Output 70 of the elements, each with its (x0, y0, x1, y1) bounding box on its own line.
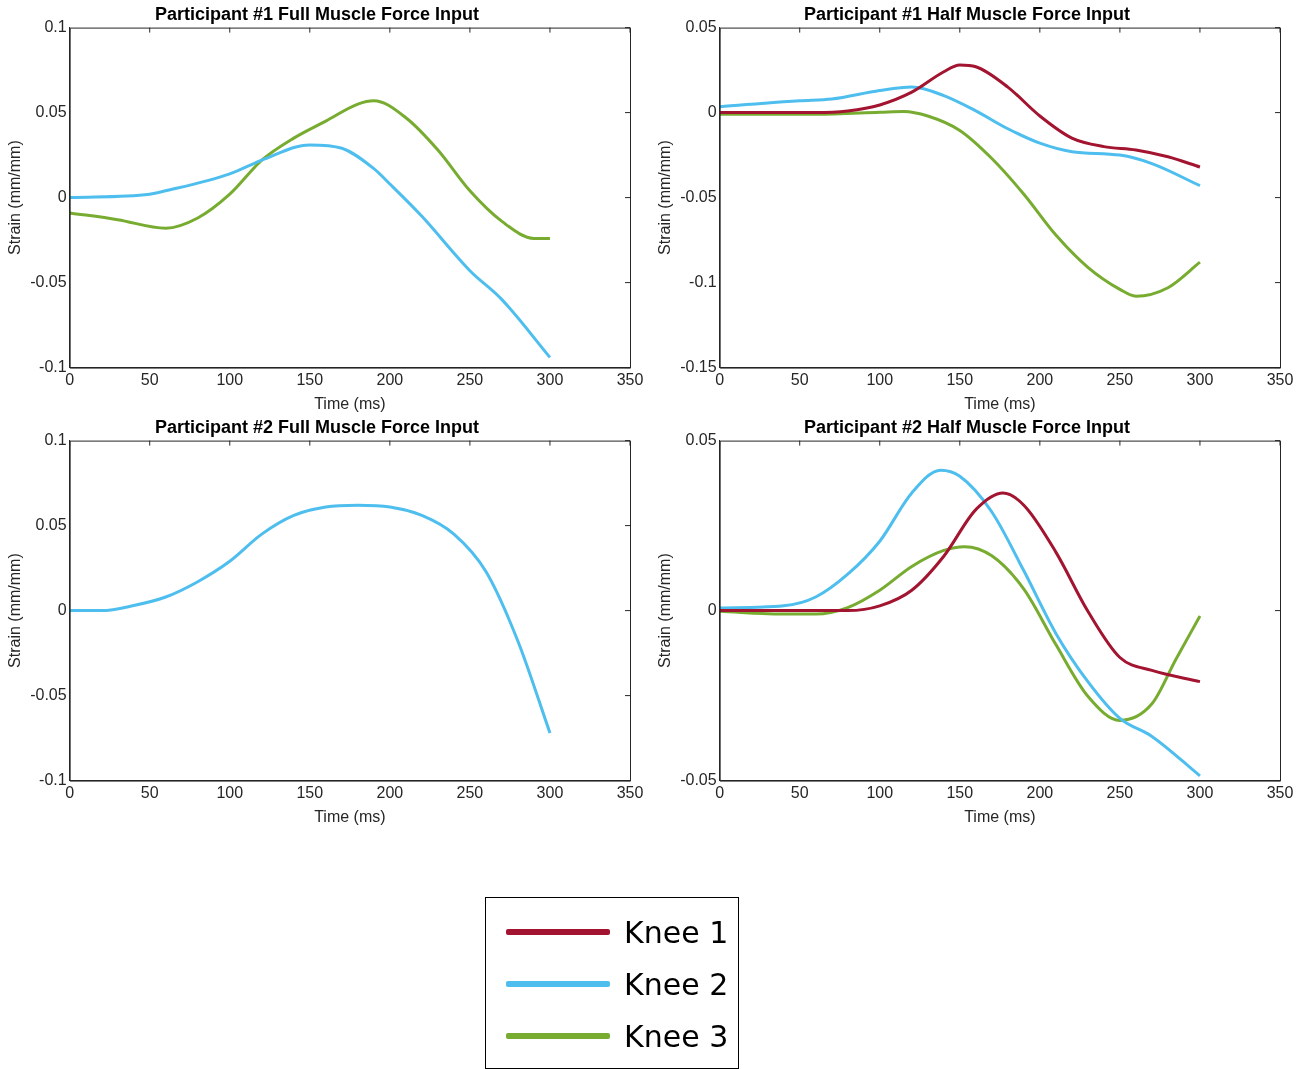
line-series (69, 503, 552, 735)
y-tick-label: -0.1 (689, 273, 717, 291)
line-series (719, 85, 1202, 188)
x-tick-label: 50 (140, 783, 159, 801)
y-tick-label: 0 (707, 601, 717, 619)
line-series (719, 63, 1202, 169)
x-tick-label: 100 (216, 370, 244, 388)
x-tick-label: 50 (790, 370, 809, 388)
chart-title: Participant #2 Full Muscle Force Input (154, 416, 480, 437)
y-tick-label: 0.05 (35, 103, 67, 121)
line-series (719, 491, 1202, 684)
x-tick-label: 250 (1106, 370, 1134, 388)
y-tick-label: 0.05 (35, 516, 67, 534)
x-tick-label: 200 (376, 783, 404, 801)
y-axis-title: Strain (mm/mm) (6, 553, 24, 668)
line-series (69, 99, 552, 240)
x-tick-label: 150 (296, 783, 324, 801)
y-tick-label: 0.1 (44, 431, 67, 449)
x-tick-label: 150 (946, 370, 974, 388)
x-tick-label: 200 (376, 370, 404, 388)
x-axis-title: Time (ms) (314, 394, 386, 412)
y-tick-label: 0 (57, 601, 67, 619)
y-tick-label: -0.05 (680, 771, 717, 789)
x-tick-label: 350 (616, 370, 644, 388)
chart-title: Participant #1 Full Muscle Force Input (154, 3, 480, 24)
y-tick-label: 0.05 (685, 431, 717, 449)
x-tick-label: 100 (866, 370, 894, 388)
x-tick-label: 50 (790, 783, 809, 801)
y-tick-label: -0.1 (39, 771, 67, 789)
y-tick-label: 0 (57, 188, 67, 206)
x-tick-label: 300 (1186, 370, 1214, 388)
x-axis-title: Time (ms) (314, 807, 386, 825)
y-axis-title: Strain (mm/mm) (656, 140, 674, 255)
chart-title: Participant #2 Half Muscle Force Input (803, 416, 1131, 437)
x-tick-label: 250 (1106, 783, 1134, 801)
x-tick-label: 300 (536, 370, 564, 388)
x-tick-label: 200 (1026, 783, 1054, 801)
legend-label: Knee 3 (624, 1018, 729, 1054)
x-tick-label: 350 (616, 783, 644, 801)
x-tick-label: 50 (140, 370, 159, 388)
x-tick-label: 100 (216, 783, 244, 801)
y-tick-label: 0 (707, 103, 717, 121)
x-tick-label: 350 (1266, 370, 1294, 388)
chart-title: Participant #1 Half Muscle Force Input (803, 3, 1131, 24)
y-axis-title: Strain (mm/mm) (656, 553, 674, 668)
y-tick-label: -0.05 (30, 273, 67, 291)
y-tick-label: 0.05 (685, 18, 717, 36)
line-series (719, 545, 1202, 722)
x-tick-label: 350 (1266, 783, 1294, 801)
x-tick-label: 150 (296, 370, 324, 388)
y-tick-label: -0.15 (680, 358, 717, 376)
x-tick-label: 100 (866, 783, 894, 801)
y-tick-label: -0.05 (680, 188, 717, 206)
x-tick-label: 250 (456, 370, 484, 388)
x-tick-label: 250 (456, 783, 484, 801)
y-tick-label: 0.1 (44, 18, 67, 36)
x-tick-label: 300 (536, 783, 564, 801)
legend-label: Knee 1 (624, 914, 729, 950)
line-series (69, 143, 552, 359)
legend-label: Knee 2 (624, 966, 729, 1002)
x-axis-title: Time (ms) (964, 807, 1036, 825)
x-tick-label: 150 (946, 783, 974, 801)
x-tick-label: 200 (1026, 370, 1054, 388)
x-tick-label: 300 (1186, 783, 1214, 801)
line-series (719, 109, 1202, 298)
x-axis-title: Time (ms) (964, 394, 1036, 412)
y-tick-label: -0.05 (30, 686, 67, 704)
y-axis-title: Strain (mm/mm) (6, 140, 24, 255)
line-series (719, 468, 1202, 778)
y-tick-label: -0.1 (39, 358, 67, 376)
